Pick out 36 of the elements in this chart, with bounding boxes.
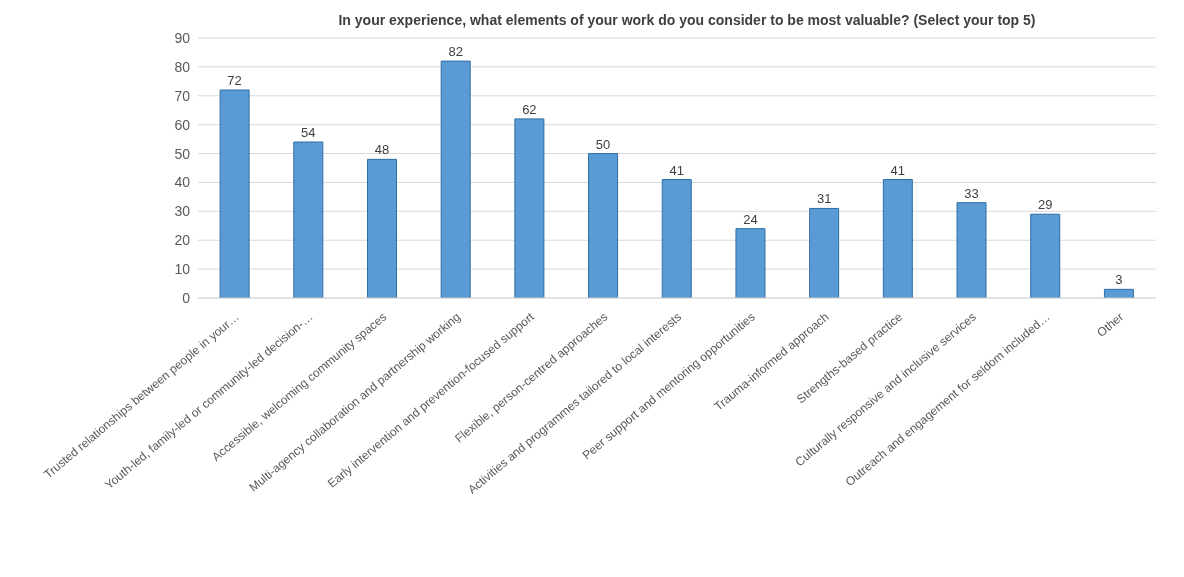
bar <box>514 118 545 298</box>
y-tick-label: 0 <box>182 289 191 306</box>
bar <box>661 179 692 298</box>
data-label: 31 <box>816 191 832 207</box>
data-label: 50 <box>595 136 611 152</box>
y-tick-label: 40 <box>174 174 191 191</box>
y-tick-label: 50 <box>174 145 191 162</box>
data-label: 62 <box>522 101 537 117</box>
bar <box>440 60 471 298</box>
bar <box>956 202 987 298</box>
data-label: 24 <box>743 211 758 227</box>
data-label: 3 <box>1115 272 1123 288</box>
bar <box>366 158 397 298</box>
chart-title: In your experience, what elements of your work do you consider to be most valuable? (Select your top 5) <box>337 12 1037 28</box>
y-tick-label: 30 <box>174 203 191 220</box>
data-label: 33 <box>964 185 979 201</box>
bar <box>588 153 619 298</box>
data-label: 72 <box>227 73 242 88</box>
data-label: 54 <box>301 125 316 140</box>
y-tick-label: 70 <box>174 87 191 104</box>
bar <box>293 141 324 298</box>
data-label: 29 <box>1037 197 1053 213</box>
y-tick-label: 80 <box>174 58 191 75</box>
y-tick-label: 60 <box>174 116 191 133</box>
bar <box>882 179 913 298</box>
data-label: 41 <box>669 162 684 178</box>
data-label: 48 <box>374 142 390 158</box>
y-tick-label: 20 <box>174 232 191 249</box>
bar <box>735 228 766 298</box>
bar <box>809 207 840 298</box>
data-label: 82 <box>448 44 463 60</box>
y-tick-label: 10 <box>174 261 191 278</box>
y-tick-label: 90 <box>174 29 191 46</box>
bar <box>1030 213 1061 298</box>
bar <box>219 89 250 298</box>
data-label: 41 <box>890 162 906 178</box>
